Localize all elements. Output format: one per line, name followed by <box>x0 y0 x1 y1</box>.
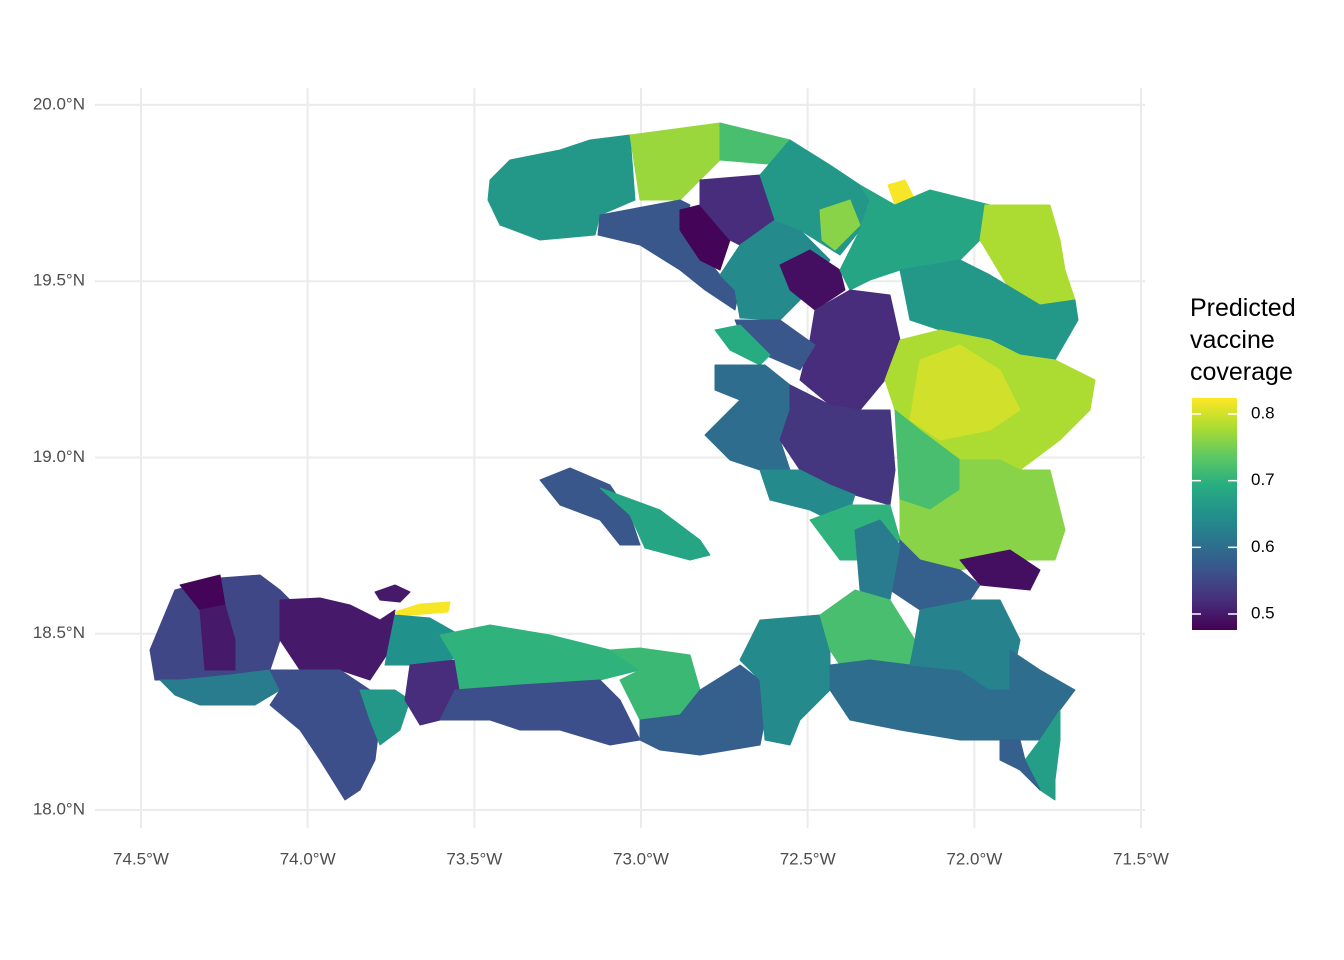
region <box>599 487 711 561</box>
y-tick-label: 20.0°N <box>33 94 85 113</box>
region <box>539 467 641 546</box>
region <box>899 259 1079 361</box>
x-tick-label: 73.0°W <box>613 849 669 868</box>
region <box>779 249 846 311</box>
x-tick-label: 72.0°W <box>946 849 1002 868</box>
region <box>374 584 411 603</box>
region <box>384 614 461 666</box>
x-tick-label: 72.5°W <box>780 849 836 868</box>
region <box>279 597 396 681</box>
colorbar <box>1192 398 1237 630</box>
region <box>439 679 641 746</box>
region <box>359 689 411 746</box>
region <box>909 344 1021 441</box>
y-tick-label: 19.5°N <box>33 271 85 290</box>
region <box>739 614 831 746</box>
region <box>199 604 236 671</box>
region <box>819 199 861 251</box>
region <box>819 589 916 666</box>
region <box>394 601 451 617</box>
colorbar-tick-label: 0.6 <box>1251 537 1275 556</box>
x-tick-label: 74.5°W <box>113 849 169 868</box>
legend-title: Predicted vaccine coverage <box>1190 294 1296 386</box>
y-tick-label: 18.0°N <box>33 800 85 819</box>
region <box>487 134 636 241</box>
x-tick-label: 73.5°W <box>446 849 502 868</box>
region <box>889 539 981 611</box>
x-tick-label: 74.0°W <box>280 849 336 868</box>
y-tick-label: 19.0°N <box>33 447 85 466</box>
region <box>959 549 1041 591</box>
colorbar-tick-label: 0.8 <box>1251 403 1275 422</box>
region <box>269 669 381 801</box>
region <box>714 324 771 366</box>
x-tick-label: 71.5°W <box>1113 849 1169 868</box>
region <box>779 384 896 506</box>
region <box>704 364 791 471</box>
region <box>999 739 1041 791</box>
region <box>439 624 641 691</box>
region <box>989 649 1076 741</box>
y-tick-label: 18.5°N <box>33 623 85 642</box>
colorbar-tick-label: 0.5 <box>1251 603 1275 622</box>
colorbar-tick-label: 0.7 <box>1251 470 1275 489</box>
